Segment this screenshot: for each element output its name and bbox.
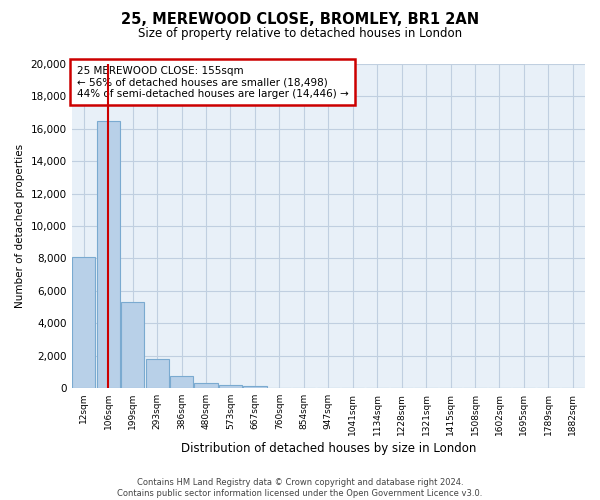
Bar [97,120,120,388]
Text: Contains HM Land Registry data © Crown copyright and database right 2024.
Contai: Contains HM Land Registry data © Crown c… [118,478,482,498]
Bar [121,302,144,388]
Text: 25 MEREWOOD CLOSE: 155sqm
← 56% of detached houses are smaller (18,498)
44% of s: 25 MEREWOOD CLOSE: 155sqm ← 56% of detac… [77,66,349,99]
Text: 25, MEREWOOD CLOSE, BROMLEY, BR1 2AN: 25, MEREWOOD CLOSE, BROMLEY, BR1 2AN [121,12,479,28]
Bar [194,383,218,388]
Bar [170,376,193,388]
Text: Size of property relative to detached houses in London: Size of property relative to detached ho… [138,28,462,40]
Bar [72,257,95,388]
Bar [146,359,169,388]
X-axis label: Distribution of detached houses by size in London: Distribution of detached houses by size … [181,442,476,455]
Bar [219,386,242,388]
Y-axis label: Number of detached properties: Number of detached properties [15,144,25,308]
Bar [244,386,266,388]
